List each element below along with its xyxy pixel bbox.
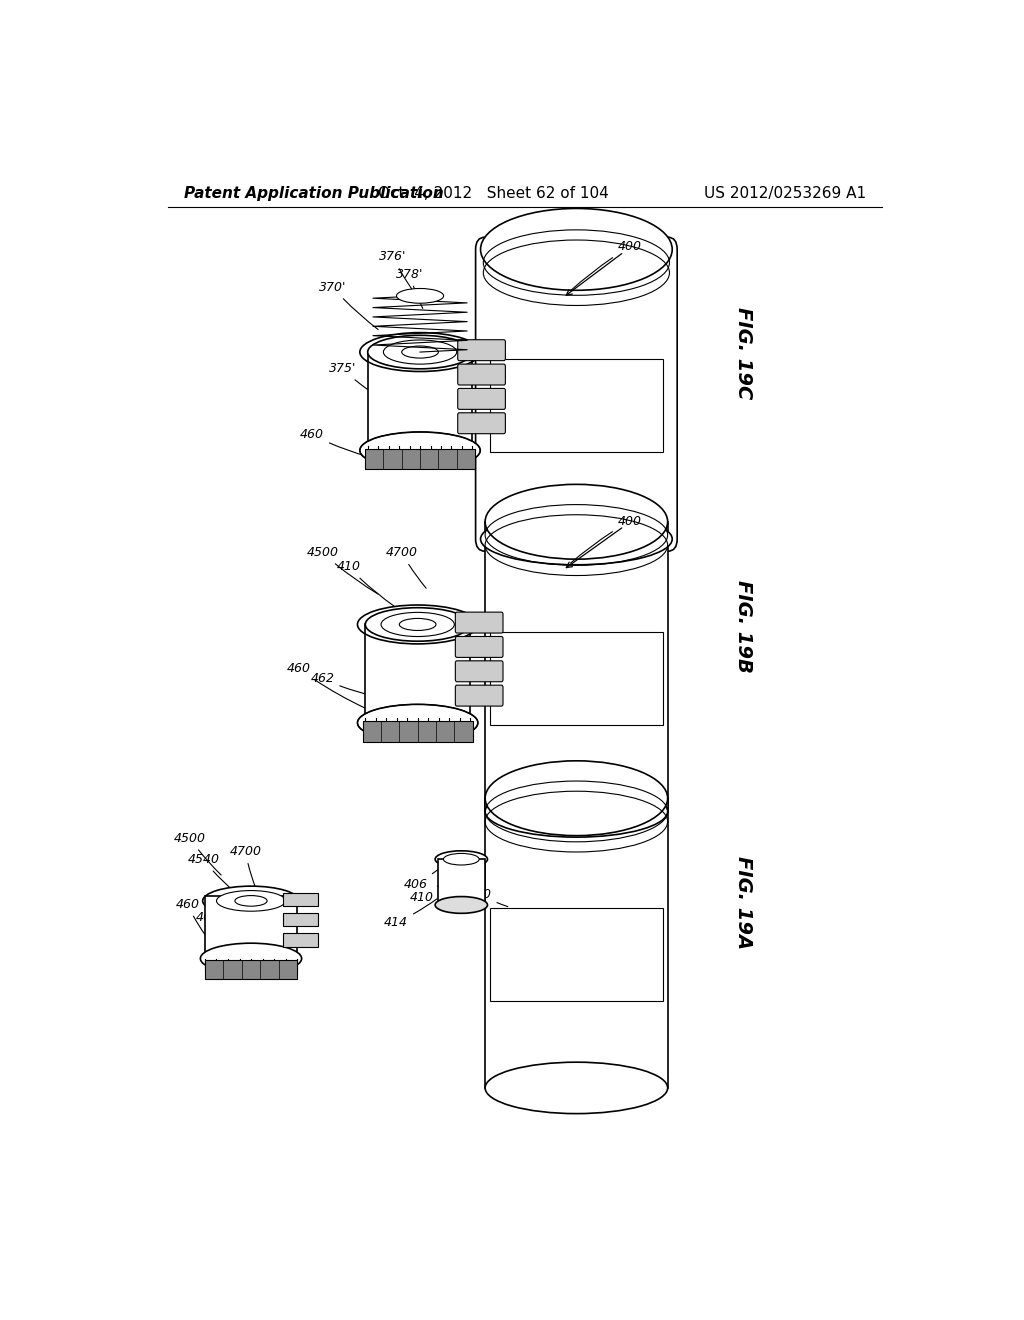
Bar [485, 521, 668, 812]
Text: 404: 404 [559, 915, 583, 993]
Ellipse shape [203, 886, 299, 916]
Text: FIG. 19B: FIG. 19B [733, 579, 753, 672]
Text: 4540: 4540 [187, 853, 236, 892]
Text: 400: 400 [570, 240, 642, 290]
Ellipse shape [485, 484, 668, 560]
Text: 410: 410 [337, 561, 394, 606]
Ellipse shape [435, 896, 487, 913]
Ellipse shape [480, 209, 672, 290]
Text: FIG. 19A: FIG. 19A [733, 855, 753, 949]
Text: 462: 462 [196, 911, 227, 946]
Ellipse shape [234, 895, 267, 907]
Ellipse shape [485, 760, 668, 836]
Text: 4500: 4500 [174, 832, 221, 875]
Bar [489, 632, 663, 725]
Text: 370': 370' [319, 281, 378, 330]
Text: 460: 460 [287, 663, 366, 708]
Text: 378': 378' [396, 268, 423, 309]
Ellipse shape [485, 785, 668, 837]
FancyBboxPatch shape [458, 364, 506, 385]
Text: 462: 462 [310, 672, 375, 697]
Ellipse shape [381, 612, 455, 636]
FancyBboxPatch shape [456, 661, 503, 681]
FancyBboxPatch shape [458, 413, 506, 434]
Bar [366, 449, 475, 469]
Bar [284, 933, 317, 946]
Ellipse shape [383, 341, 457, 364]
Text: FIG. 19C: FIG. 19C [733, 308, 753, 400]
Ellipse shape [201, 944, 302, 974]
Text: 4700: 4700 [229, 845, 261, 887]
Ellipse shape [359, 432, 480, 469]
Bar [362, 721, 473, 742]
Text: Oct. 4, 2012   Sheet 62 of 104: Oct. 4, 2012 Sheet 62 of 104 [378, 186, 608, 202]
Ellipse shape [216, 891, 286, 911]
Text: 460: 460 [175, 898, 206, 936]
Bar [485, 799, 668, 1088]
Ellipse shape [399, 618, 436, 631]
Ellipse shape [485, 1063, 668, 1114]
FancyBboxPatch shape [456, 636, 503, 657]
FancyBboxPatch shape [456, 612, 503, 634]
Text: 414: 414 [384, 899, 437, 929]
Bar [489, 908, 663, 1001]
Text: 375': 375' [329, 362, 387, 403]
Bar [489, 359, 663, 453]
Ellipse shape [480, 513, 672, 565]
Text: 4500: 4500 [306, 546, 378, 594]
Text: Patent Application Publication: Patent Application Publication [183, 186, 443, 202]
Text: 410: 410 [410, 876, 450, 904]
FancyBboxPatch shape [475, 238, 677, 552]
Text: 400: 400 [570, 515, 642, 564]
Bar [368, 352, 472, 446]
Ellipse shape [357, 705, 478, 742]
Text: 4700: 4700 [386, 546, 426, 589]
Ellipse shape [401, 346, 438, 358]
Ellipse shape [443, 854, 479, 865]
Text: 406: 406 [403, 866, 443, 891]
Bar [205, 961, 297, 978]
Bar [284, 912, 317, 927]
Bar [284, 892, 317, 907]
Bar [366, 624, 470, 718]
Text: 460: 460 [300, 429, 368, 457]
Ellipse shape [366, 607, 470, 642]
FancyBboxPatch shape [458, 388, 506, 409]
FancyBboxPatch shape [458, 339, 506, 360]
Text: US 2012/0253269 A1: US 2012/0253269 A1 [703, 186, 866, 202]
Text: 400: 400 [468, 888, 508, 907]
FancyBboxPatch shape [456, 685, 503, 706]
Text: 376': 376' [379, 251, 419, 298]
Bar [205, 896, 297, 956]
Ellipse shape [396, 289, 443, 304]
Ellipse shape [435, 851, 487, 867]
Ellipse shape [368, 335, 472, 368]
Bar [437, 859, 485, 906]
